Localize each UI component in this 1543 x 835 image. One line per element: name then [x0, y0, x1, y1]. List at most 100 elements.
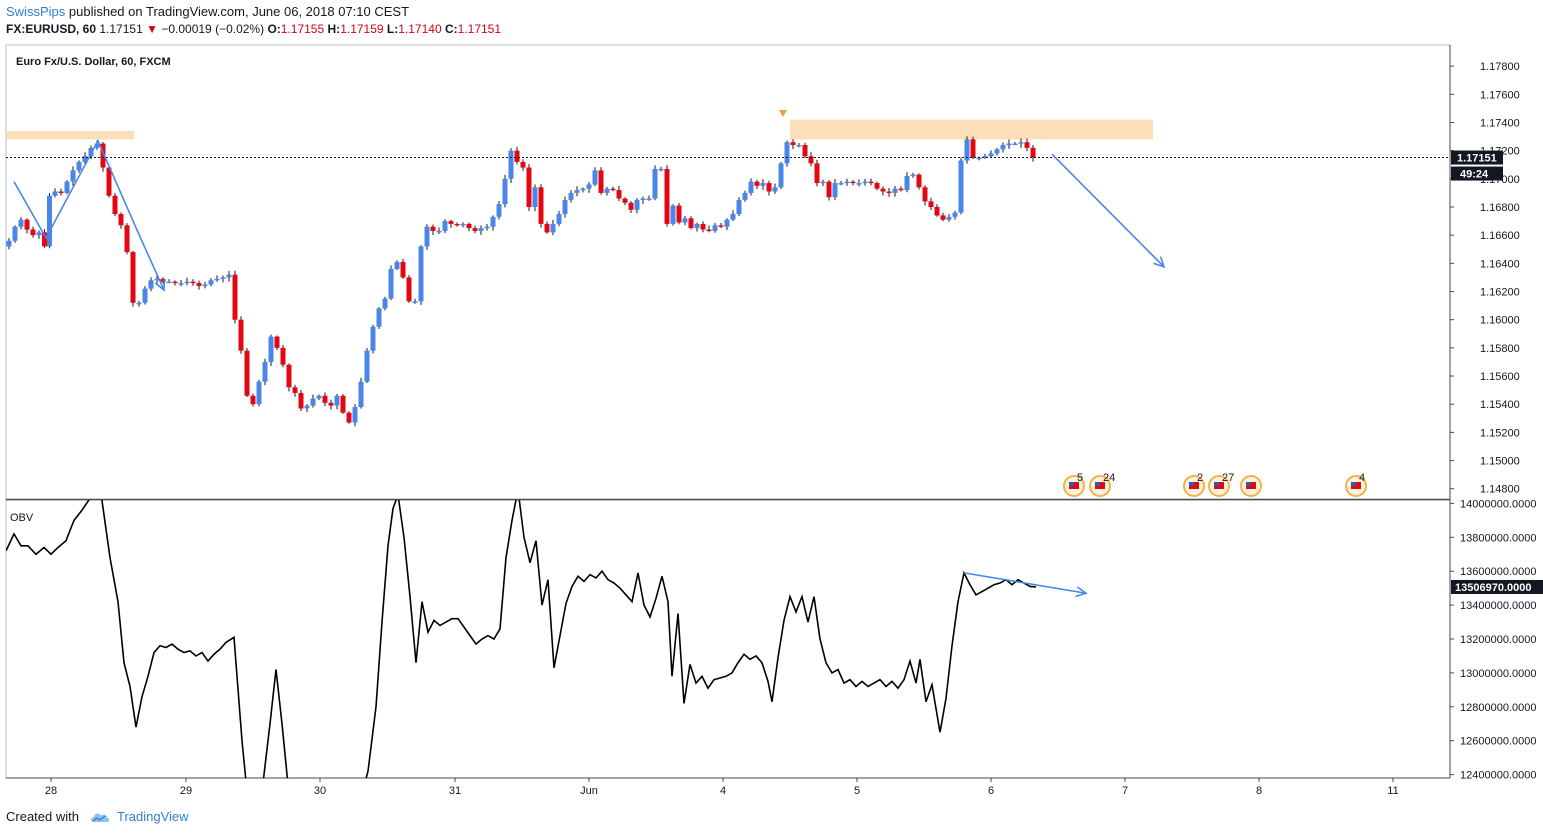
- candle-up: [136, 302, 142, 305]
- last-price: 1.17151: [99, 22, 143, 36]
- author-link[interactable]: SwissPips: [6, 4, 66, 19]
- x-tick-label: 31: [449, 785, 461, 797]
- obv-last-badge-text: 13506970.0000: [1455, 582, 1531, 594]
- event-count-label: 27: [1222, 472, 1234, 484]
- candle-down: [124, 225, 130, 253]
- x-tick-label: 5: [854, 785, 860, 797]
- obv-tick-label: 13800000.0000: [1460, 532, 1536, 544]
- candle-down: [922, 187, 928, 202]
- candle-down: [472, 228, 478, 231]
- candle-up: [694, 223, 700, 229]
- candle-down: [706, 229, 712, 232]
- symbol-label: FX:EURUSD, 60: [6, 22, 97, 36]
- candle-up: [148, 280, 154, 289]
- candle-down: [160, 278, 166, 282]
- obv-tick-label: 13200000.0000: [1460, 634, 1536, 646]
- candle-up: [64, 181, 70, 193]
- created-with-label: Created with: [6, 809, 79, 824]
- candle-down: [886, 191, 892, 194]
- obv-tick-label: 13400000.0000: [1460, 600, 1536, 612]
- candle-up: [574, 190, 580, 193]
- candle-down: [1030, 147, 1036, 158]
- event-count-label: 5: [1077, 472, 1083, 484]
- tradingview-brand-link[interactable]: TradingView: [116, 809, 189, 824]
- candle-up: [892, 188, 898, 193]
- candle-down: [826, 181, 832, 198]
- x-tick-label: 30: [314, 785, 326, 797]
- candle-up: [832, 183, 838, 198]
- candle-down: [520, 161, 526, 168]
- candle-down: [700, 223, 706, 230]
- tradingview-cloud-icon: [90, 812, 110, 822]
- candle-up: [910, 174, 916, 177]
- candle-down: [526, 167, 532, 207]
- candle-down: [898, 188, 904, 191]
- candle-up: [1000, 145, 1006, 150]
- candle-down: [802, 145, 808, 157]
- candle-down: [118, 214, 124, 226]
- drawn-arrows: [13, 110, 1164, 290]
- candle-down: [790, 142, 796, 146]
- candle-down: [928, 201, 934, 207]
- x-tick-label: Jun: [580, 785, 598, 797]
- candle-up: [712, 225, 718, 231]
- candle-down: [628, 202, 634, 210]
- price-tick-label: 1.15400: [1480, 399, 1520, 411]
- x-tick-label: 29: [180, 785, 192, 797]
- candle-up: [730, 214, 736, 220]
- candle-down: [292, 387, 298, 393]
- candle-up: [82, 156, 88, 162]
- price-tick-label: 1.15200: [1480, 427, 1520, 439]
- candle-up: [18, 219, 24, 227]
- price-pane: [5, 44, 1451, 501]
- obv-tick-label: 13000000.0000: [1460, 668, 1536, 680]
- candle-up: [490, 216, 496, 227]
- obv-trend-arrow: [963, 572, 1086, 593]
- candle-down: [1024, 142, 1030, 148]
- candle-up: [1012, 143, 1018, 146]
- candle-up: [778, 163, 784, 188]
- candle-down: [454, 223, 460, 226]
- candle-down: [100, 143, 106, 168]
- candle-down: [172, 281, 178, 284]
- candle-up: [550, 223, 556, 233]
- candle-down: [598, 170, 604, 193]
- close-label: C:: [444, 22, 458, 36]
- candle-up: [670, 205, 676, 224]
- flag-canton: [1246, 482, 1251, 486]
- obv-tick-label: 14000000.0000: [1460, 498, 1536, 510]
- flag-canton: [1095, 482, 1100, 486]
- candle-down: [514, 150, 520, 162]
- x-tick-label: 4: [720, 785, 726, 797]
- candle-up: [436, 230, 442, 233]
- candle-up: [70, 170, 76, 182]
- low-label: L:: [386, 22, 399, 36]
- candle-up: [382, 298, 388, 309]
- candle-up: [1018, 142, 1024, 144]
- candle-up: [646, 198, 652, 201]
- candle-down: [244, 350, 250, 396]
- low-value: 1.17140: [398, 22, 442, 36]
- candle-up: [784, 142, 790, 164]
- flag-marker-icon: [779, 110, 787, 117]
- candle-down: [232, 274, 238, 320]
- obv-line: [6, 500, 1037, 778]
- candle-up: [856, 183, 862, 185]
- candle-up: [310, 398, 316, 406]
- candle-up: [370, 326, 376, 351]
- candle-up: [226, 274, 232, 278]
- candle-down: [466, 223, 472, 229]
- candle-down: [328, 402, 334, 406]
- obv-last-badge: [1451, 579, 1543, 594]
- candle-up: [376, 308, 382, 327]
- candle-down: [676, 205, 682, 223]
- candle-down: [286, 364, 292, 388]
- last-price-badge-text: 1.17151: [1457, 153, 1497, 165]
- candle-up: [52, 191, 58, 196]
- candle-down: [238, 319, 244, 351]
- candle-up: [12, 226, 18, 241]
- candle-up: [652, 168, 658, 199]
- candle-down: [274, 336, 280, 348]
- candle-up: [256, 381, 262, 405]
